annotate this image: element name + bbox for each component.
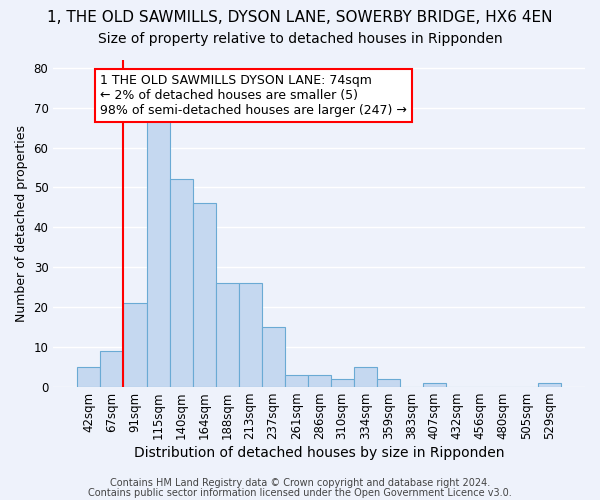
Bar <box>423 382 446 386</box>
Bar <box>239 283 262 387</box>
Bar <box>331 378 353 386</box>
Text: Size of property relative to detached houses in Ripponden: Size of property relative to detached ho… <box>98 32 502 46</box>
Bar <box>100 350 124 386</box>
Text: Contains public sector information licensed under the Open Government Licence v3: Contains public sector information licen… <box>88 488 512 498</box>
Text: 1, THE OLD SAWMILLS, DYSON LANE, SOWERBY BRIDGE, HX6 4EN: 1, THE OLD SAWMILLS, DYSON LANE, SOWERBY… <box>47 10 553 25</box>
Bar <box>308 374 331 386</box>
Bar <box>215 283 239 387</box>
Text: 1 THE OLD SAWMILLS DYSON LANE: 74sqm
← 2% of detached houses are smaller (5)
98%: 1 THE OLD SAWMILLS DYSON LANE: 74sqm ← 2… <box>100 74 407 117</box>
Y-axis label: Number of detached properties: Number of detached properties <box>15 125 28 322</box>
Bar <box>538 382 561 386</box>
Bar <box>170 180 193 386</box>
Bar <box>284 374 308 386</box>
Bar <box>377 378 400 386</box>
Bar <box>262 327 284 386</box>
Bar <box>124 303 146 386</box>
Bar <box>353 366 377 386</box>
X-axis label: Distribution of detached houses by size in Ripponden: Distribution of detached houses by size … <box>134 446 505 460</box>
Bar <box>77 366 100 386</box>
Bar <box>146 120 170 386</box>
Bar <box>193 204 215 386</box>
Text: Contains HM Land Registry data © Crown copyright and database right 2024.: Contains HM Land Registry data © Crown c… <box>110 478 490 488</box>
